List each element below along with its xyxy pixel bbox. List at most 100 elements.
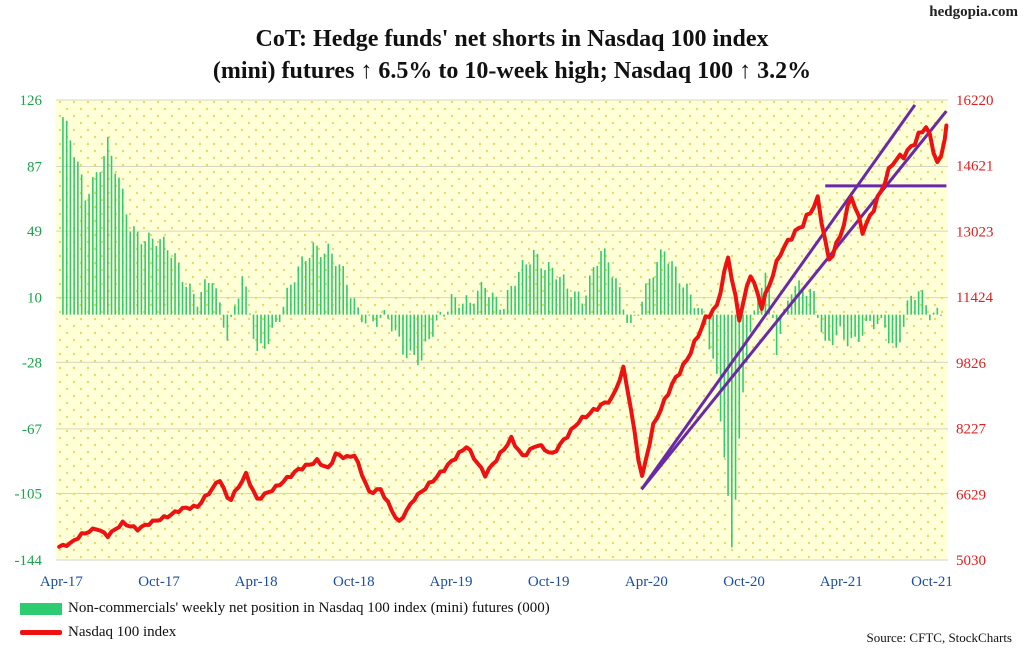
weekly-net-position-bar (611, 277, 614, 315)
right-axis-ticks: 16220 14621 13023 11424 9826 8227 6629 5030 (956, 93, 994, 569)
weekly-net-position-bar (615, 278, 617, 315)
weekly-net-position-bar (364, 314, 367, 324)
weekly-net-position-bar (843, 314, 845, 340)
weekly-net-position-bar (125, 214, 128, 315)
weekly-net-position-bar (506, 289, 509, 315)
weekly-net-position-bar (144, 241, 146, 315)
weekly-net-position-bar (121, 188, 124, 315)
weekly-net-position-bar (319, 257, 322, 315)
bar-series (62, 117, 942, 548)
weekly-net-position-bar (884, 314, 886, 328)
weekly-net-position-bar (674, 266, 677, 315)
weekly-net-position-bar (861, 314, 864, 336)
weekly-net-position-bar (166, 250, 169, 315)
x-axis-tick-label: Oct-17 (138, 574, 180, 590)
weekly-net-position-bar (536, 253, 539, 315)
left-axis-tick-label: -105 (15, 487, 43, 503)
weekly-net-position-bar (357, 307, 359, 315)
x-axis-tick-label: Oct-19 (528, 574, 570, 590)
weekly-net-position-bar (62, 117, 64, 315)
x-axis-tick-label: Apr-17 (40, 574, 84, 590)
right-axis-tick-label: 9826 (956, 356, 987, 372)
weekly-net-position-bar (622, 309, 625, 315)
weekly-net-position-bar (869, 314, 871, 321)
weekly-net-position-bar (828, 314, 830, 341)
weekly-net-position-bar (899, 314, 901, 343)
x-axis-tick-label: Apr-21 (820, 574, 863, 590)
weekly-net-position-bar (237, 298, 240, 315)
weekly-net-position-bar (514, 285, 516, 315)
weekly-net-position-bar (551, 267, 554, 315)
weekly-net-position-bar (731, 314, 733, 548)
weekly-net-position-bar (854, 314, 856, 337)
weekly-net-position-bar (230, 314, 232, 317)
weekly-net-position-bar (353, 298, 356, 315)
weekly-net-position-bar (689, 294, 692, 315)
weekly-net-position-bar (940, 314, 942, 316)
x-axis-ticks: Apr-17 Oct-17 Apr-18 Oct-18 Apr-19 Oct-19 Apr-… (40, 574, 953, 590)
weekly-net-position-bar (424, 314, 427, 342)
weekly-net-position-bar (678, 283, 681, 315)
weekly-net-position-bar (910, 295, 912, 315)
weekly-net-position-bar (204, 279, 206, 315)
weekly-net-position-bar (428, 314, 430, 340)
weekly-net-position-bar (813, 291, 815, 315)
weekly-net-position-bar (488, 297, 490, 315)
weekly-net-position-bar (521, 260, 524, 315)
right-axis-tick-label: 16220 (956, 93, 994, 109)
weekly-net-position-bar (450, 294, 453, 315)
weekly-net-position-bar (484, 288, 486, 315)
weekly-net-position-bar (435, 314, 438, 321)
weekly-net-position-bar (491, 292, 494, 315)
weekly-net-position-bar (835, 314, 838, 336)
weekly-net-position-bar (809, 288, 812, 315)
weekly-net-position-bar (136, 231, 139, 315)
weekly-net-position-bar (820, 314, 823, 333)
weekly-net-position-bar (331, 253, 333, 315)
weekly-net-position-bar (245, 286, 247, 315)
weekly-net-position-bar (106, 137, 109, 315)
weekly-net-position-bar (196, 306, 199, 315)
weekly-net-position-bar (626, 314, 628, 324)
legend-item-bars: Non-commercials' weekly net position in … (20, 600, 550, 617)
weekly-net-position-bar (465, 295, 468, 315)
weekly-net-position-bar (652, 277, 655, 315)
weekly-net-position-bar (260, 314, 262, 344)
legend-swatch-line (20, 630, 62, 636)
weekly-net-position-bar (234, 305, 236, 315)
weekly-net-position-bar (824, 314, 827, 341)
weekly-net-position-bar (716, 314, 718, 374)
weekly-net-position-bar (297, 266, 300, 315)
weekly-net-position-bar (734, 314, 737, 500)
weekly-net-position-bar (271, 314, 273, 328)
legend-item-line: Nasdaq 100 index (20, 624, 176, 641)
weekly-net-position-bar (798, 280, 800, 315)
weekly-net-position-bar (581, 303, 584, 315)
chart-title-line-2: (mini) futures ↑ 6.5% to 10-week high; N… (212, 58, 812, 84)
weekly-net-position-bar (555, 279, 557, 315)
x-axis-tick-label: Oct-21 (911, 574, 953, 590)
weekly-net-position-bar (376, 314, 378, 327)
weekly-net-position-bar (757, 292, 759, 315)
x-axis-tick-label: Apr-20 (625, 574, 668, 590)
weekly-net-position-bar (200, 291, 202, 315)
weekly-net-position-bar (405, 314, 408, 359)
weekly-net-position-bar (727, 314, 729, 496)
weekly-net-position-bar (458, 307, 460, 315)
weekly-net-position-bar (118, 177, 120, 315)
weekly-net-position-bar (342, 266, 344, 315)
weekly-net-position-bar (839, 314, 841, 327)
weekly-net-position-bar (532, 249, 535, 315)
left-axis-tick-label: 49 (27, 224, 42, 240)
weekly-net-position-bar (566, 288, 569, 315)
weekly-net-position-bar (286, 287, 288, 315)
weekly-net-position-bar (600, 250, 602, 315)
weekly-net-position-bar (596, 265, 599, 315)
weekly-net-position-bar (77, 161, 79, 315)
right-axis-tick-label: 11424 (956, 290, 993, 306)
weekly-net-position-bar (211, 283, 214, 315)
legend-swatch-bars (20, 602, 62, 615)
weekly-net-position-bar (215, 288, 217, 315)
weekly-net-position-bar (80, 174, 83, 315)
